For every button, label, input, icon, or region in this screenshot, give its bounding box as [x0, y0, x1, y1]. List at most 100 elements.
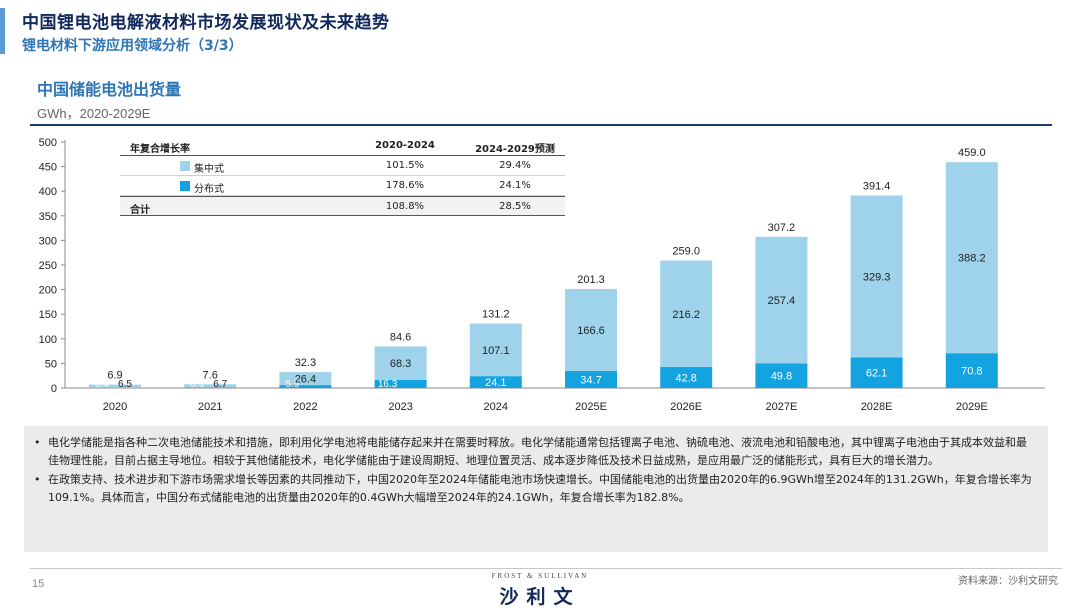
bar-centralized — [660, 260, 713, 367]
page-title: 中国锂电池电解液材料市场发展现状及未来趋势 — [22, 13, 390, 33]
data-label-distributed: 42.8 — [675, 372, 696, 384]
y-tick-label: 50 — [45, 358, 57, 370]
bar-centralized — [945, 162, 998, 354]
legend-swatch-distributed — [180, 181, 190, 191]
page-subtitle: 锂电材料下游应用领域分析（3/3） — [22, 38, 243, 54]
source-note: 资料来源：沙利文研究 — [958, 576, 1058, 587]
cagr-total-col1: 108.8% — [385, 201, 425, 212]
commentary-bullet: 电化学储能是指各种二次电池储能技术和措施，即利用化学电池将电能储存起来并在需要时… — [34, 434, 1036, 470]
data-label-centralized: 6.5 — [118, 379, 132, 390]
data-label-centralized: 388.2 — [958, 253, 986, 265]
bar-distributed — [469, 376, 522, 388]
data-label-centralized: 166.6 — [577, 325, 605, 337]
y-tick-label: 350 — [39, 211, 57, 223]
bar-distributed — [660, 366, 713, 388]
commentary-list: 电化学储能是指各种二次电池储能技术和措施，即利用化学电池将电能储存起来并在需要时… — [24, 426, 1048, 507]
data-label-centralized: 107.1 — [482, 345, 510, 357]
bar-centralized — [850, 195, 903, 358]
bar-centralized — [374, 346, 427, 380]
data-label-distributed: 34.7 — [580, 374, 601, 386]
cagr-header-col2: 2024-2029预测 — [475, 144, 555, 155]
bar-centralized — [755, 236, 808, 364]
data-label-distributed: 0.4 — [95, 379, 109, 390]
bar-centralized — [89, 384, 141, 388]
y-tick-label: 0 — [51, 383, 57, 395]
logo-wordmark: FROST & SULLIVAN — [491, 572, 589, 580]
cagr-row-col2: 24.1% — [499, 180, 531, 191]
cagr-row-col1: 178.6% — [385, 180, 425, 191]
y-tick-label: 300 — [39, 235, 57, 247]
cagr-row-label: 集中式 — [194, 164, 224, 175]
unit-divider — [30, 124, 1052, 126]
data-label-centralized: 216.2 — [672, 309, 700, 321]
x-tick-label: 2020 — [103, 401, 127, 413]
data-label-centralized: 329.3 — [863, 271, 891, 283]
data-label-distributed: 5.9 — [285, 379, 299, 390]
x-tick-label: 2024 — [484, 401, 508, 413]
x-tick-label: 2029E — [956, 401, 988, 413]
y-tick-label: 200 — [39, 285, 57, 297]
cagr-table: 年复合增长率 2020-2024 2024-2029预测 集中式 101.5% … — [120, 136, 565, 216]
cagr-row-col2: 29.4% — [499, 160, 531, 171]
cagr-header-label: 年复合增长率 — [130, 144, 190, 155]
frost-sullivan-logo: FROST & SULLIVAN 沙利文 — [470, 572, 610, 608]
data-label-centralized: 68.3 — [390, 358, 411, 370]
y-tick-label: 400 — [39, 186, 57, 198]
data-label-distributed: 70.8 — [961, 366, 982, 378]
bar-distributed — [374, 379, 427, 388]
cagr-row-distributed: 分布式 178.6% 24.1% — [120, 176, 565, 196]
title-accent-bar — [0, 8, 5, 54]
bar-distributed — [755, 363, 808, 388]
footer-divider — [30, 568, 1062, 569]
cagr-total-label: 合计 — [130, 205, 150, 216]
x-tick-label: 2026E — [670, 401, 702, 413]
total-label: 307.2 — [768, 222, 796, 234]
total-label: 201.3 — [577, 274, 605, 286]
total-label: 32.3 — [295, 357, 316, 369]
cagr-row-col1: 101.5% — [385, 160, 425, 171]
cagr-row-centralized: 集中式 101.5% 29.4% — [120, 156, 565, 176]
y-tick-label: 250 — [39, 260, 57, 272]
y-tick-label: 150 — [39, 309, 57, 321]
logo-chinese-name: 沙利文 — [499, 586, 581, 608]
bar-distributed — [850, 357, 903, 388]
x-tick-label: 2025E — [575, 401, 607, 413]
data-label-distributed: 62.1 — [866, 368, 887, 380]
total-label: 131.2 — [482, 308, 510, 320]
y-tick-label: 500 — [39, 137, 57, 149]
bar-distributed — [945, 353, 998, 388]
cagr-row-label: 分布式 — [194, 184, 224, 195]
data-label-distributed: 24.1 — [485, 377, 506, 389]
cagr-total-row: 合计 108.8% 28.5% — [120, 196, 565, 216]
x-tick-label: 2027E — [765, 401, 797, 413]
data-label-centralized: 6.7 — [213, 379, 227, 390]
cagr-header-col1: 2020-2024 — [375, 140, 435, 151]
cagr-header-row: 年复合增长率 2020-2024 2024-2029预测 — [120, 136, 565, 156]
legend-swatch-centralized — [180, 161, 190, 171]
total-label: 6.9 — [107, 370, 122, 382]
total-label: 459.0 — [958, 147, 986, 159]
total-label: 259.0 — [672, 246, 700, 258]
total-label: 7.6 — [203, 369, 218, 381]
commentary-box: 电化学储能是指各种二次电池储能技术和措施，即利用化学电池将电能储存起来并在需要时… — [24, 426, 1048, 552]
shipment-bar-chart: 0 50 100 150 200 250 300 350 400 450 500 2020 6.90.4… — [39, 137, 1045, 413]
data-label-distributed: 0.9 — [190, 379, 204, 390]
bar-centralized — [565, 288, 617, 371]
data-label-centralized: 257.4 — [768, 295, 796, 307]
data-label-distributed: 49.8 — [771, 371, 792, 383]
x-tick-label: 2022 — [293, 401, 317, 413]
chart-title: 中国储能电池出货量 — [37, 80, 182, 99]
bar-centralized — [469, 323, 522, 377]
commentary-bullet: 在政策支持、技术进步和下游市场需求增长等因素的共同推动下，中国2020年至202… — [34, 471, 1036, 507]
total-label: 84.6 — [390, 331, 411, 343]
total-label: 391.4 — [863, 180, 891, 192]
x-tick-label: 2028E — [861, 401, 893, 413]
bar-centralized — [279, 372, 332, 386]
data-label-distributed: 16.3 — [378, 379, 398, 390]
cagr-total-col2: 28.5% — [499, 201, 531, 212]
bar-centralized — [184, 384, 237, 388]
y-tick-label: 100 — [39, 334, 57, 346]
data-label-centralized: 26.4 — [295, 374, 316, 386]
x-tick-label: 2023 — [388, 401, 412, 413]
y-tick-label: 450 — [39, 162, 57, 174]
